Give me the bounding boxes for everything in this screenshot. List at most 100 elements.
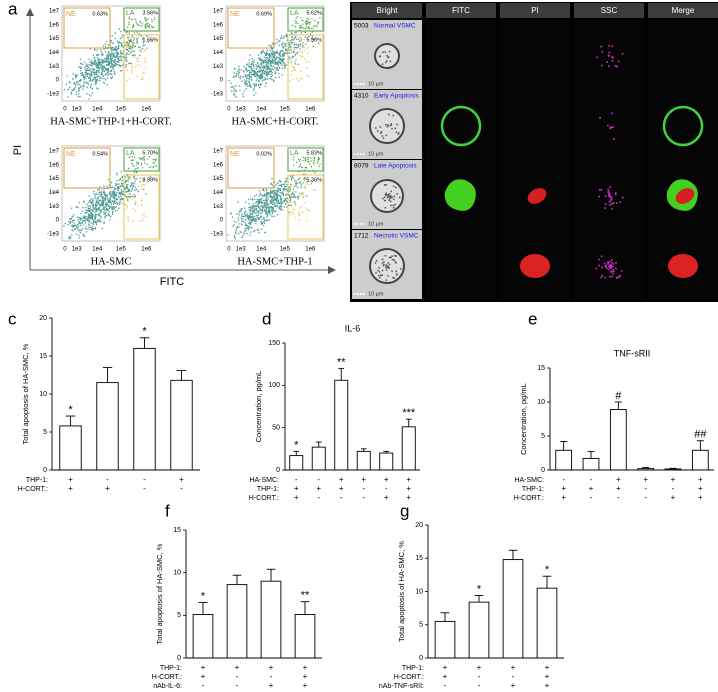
condition-sign: + — [443, 672, 448, 681]
y-tick-label: 10 — [537, 399, 545, 406]
error-bar — [587, 451, 595, 459]
gate-label: NE — [230, 151, 240, 158]
bar — [192, 614, 214, 659]
condition-sign: + — [316, 484, 321, 493]
bar — [379, 452, 394, 471]
panel-label: d — [262, 309, 271, 328]
image-cell — [500, 20, 570, 89]
bright-cell — [370, 179, 404, 213]
condition-sign: - — [180, 484, 183, 493]
panel-label: f — [165, 501, 170, 520]
significance: ** — [301, 590, 310, 602]
y-tick-label: 15 — [39, 353, 47, 360]
x-tick-label: 0 — [227, 247, 231, 253]
condition-sign: + — [294, 484, 299, 493]
condition-sign: - — [512, 672, 515, 681]
error-bar — [338, 367, 345, 381]
y-tick-label: 1e4 — [213, 190, 224, 196]
condition-sign: + — [671, 475, 676, 484]
y-axis-label: Concentration, pg/mL — [519, 383, 528, 455]
bar — [170, 379, 193, 471]
condition-sign: + — [545, 681, 550, 690]
condition-sign: + — [616, 484, 621, 493]
condition-sign: - — [270, 672, 273, 681]
gate-value: 0.69% — [256, 11, 272, 17]
y-tick-label: 0 — [541, 467, 545, 474]
significance: ** — [337, 356, 346, 368]
row-id: 8079 — [354, 163, 369, 170]
y-tick-label: 1e4 — [49, 190, 60, 196]
error-bar — [474, 595, 484, 603]
error-bar — [614, 401, 622, 410]
image-cell — [574, 20, 644, 89]
condition-sign: + — [406, 475, 411, 484]
cell-events — [228, 22, 320, 98]
column-header-bg — [648, 3, 718, 18]
condition-sign: - — [478, 672, 481, 681]
plot-caption: HA-SMC — [91, 256, 132, 267]
condition-name: THP-1: — [522, 486, 544, 493]
condition-sign: + — [303, 663, 308, 672]
gate-label: LA — [290, 10, 299, 17]
image-cell — [426, 20, 496, 89]
y-axis-label: Concentration, pg/mL — [254, 371, 263, 443]
condition-sign: + — [616, 475, 621, 484]
y-tick-label: 1e3 — [49, 64, 60, 70]
condition-sign: - — [143, 475, 146, 484]
y-tick-label: 1e7 — [213, 149, 224, 155]
condition-sign: + — [201, 672, 206, 681]
bar — [582, 457, 600, 471]
row-id: 4310 — [354, 93, 369, 100]
column-header-bg — [426, 3, 496, 18]
significance: ## — [694, 429, 707, 441]
condition-sign: - — [362, 493, 365, 502]
arrow-head — [328, 266, 336, 274]
error-bar — [508, 549, 518, 560]
y-tick-label: 1e3 — [213, 64, 224, 70]
condition-sign: - — [644, 484, 647, 493]
scale-bar-label: 10 µm — [368, 291, 384, 297]
y-tick-label: 100 — [268, 382, 280, 389]
gate-value: 1.66% — [142, 37, 158, 43]
condition-sign: - — [444, 681, 447, 690]
y-tick-label: -1e3 — [211, 232, 224, 238]
gate-ea — [123, 174, 160, 240]
x-tick-label: 0 — [63, 247, 67, 253]
y-tick-label: 15 — [173, 527, 181, 534]
scale-bar-label: 10 µm — [368, 221, 384, 227]
condition-sign: + — [339, 484, 344, 493]
y-tick-label: 1e7 — [49, 149, 60, 155]
condition-name: THP-1: — [402, 665, 424, 672]
y-tick-label: 1e4 — [213, 50, 224, 56]
panel-label: a — [8, 0, 18, 18]
gate-value: 0.63% — [92, 11, 108, 17]
row-id: 5003 — [354, 23, 369, 30]
cell-events — [63, 158, 151, 240]
x-tick-label: 1e3 — [236, 107, 247, 113]
gate-ne — [227, 147, 275, 189]
gate-value: 5.70% — [142, 150, 158, 156]
condition-sign: + — [406, 493, 411, 502]
pi-nucleus — [520, 254, 550, 278]
bar — [260, 580, 282, 659]
gate-la — [123, 7, 160, 32]
gate-value: 3.56% — [142, 10, 158, 16]
row-label: Late Apoptosis — [374, 163, 417, 170]
condition-sign: + — [294, 493, 299, 502]
y-tick-label: -1e3 — [47, 92, 60, 98]
condition-sign: - — [590, 475, 593, 484]
condition-name: HA-SMC: — [514, 477, 544, 484]
y-tick-label: 0 — [56, 218, 60, 224]
x-tick-label: 1e5 — [280, 247, 291, 253]
pi-nucleus — [675, 188, 695, 204]
y-axis-label: Total apoptosis of HA-SMC, % — [397, 541, 406, 642]
early-events — [125, 176, 146, 222]
bar — [468, 601, 490, 659]
bar — [555, 449, 573, 471]
condition-sign: - — [590, 493, 593, 502]
y-tick-label: 0 — [220, 218, 224, 224]
y-tick-label: 5 — [541, 433, 545, 440]
error-bar — [176, 369, 187, 381]
scale-bar-label: 10 µm — [368, 81, 384, 87]
error-bar — [383, 450, 390, 454]
